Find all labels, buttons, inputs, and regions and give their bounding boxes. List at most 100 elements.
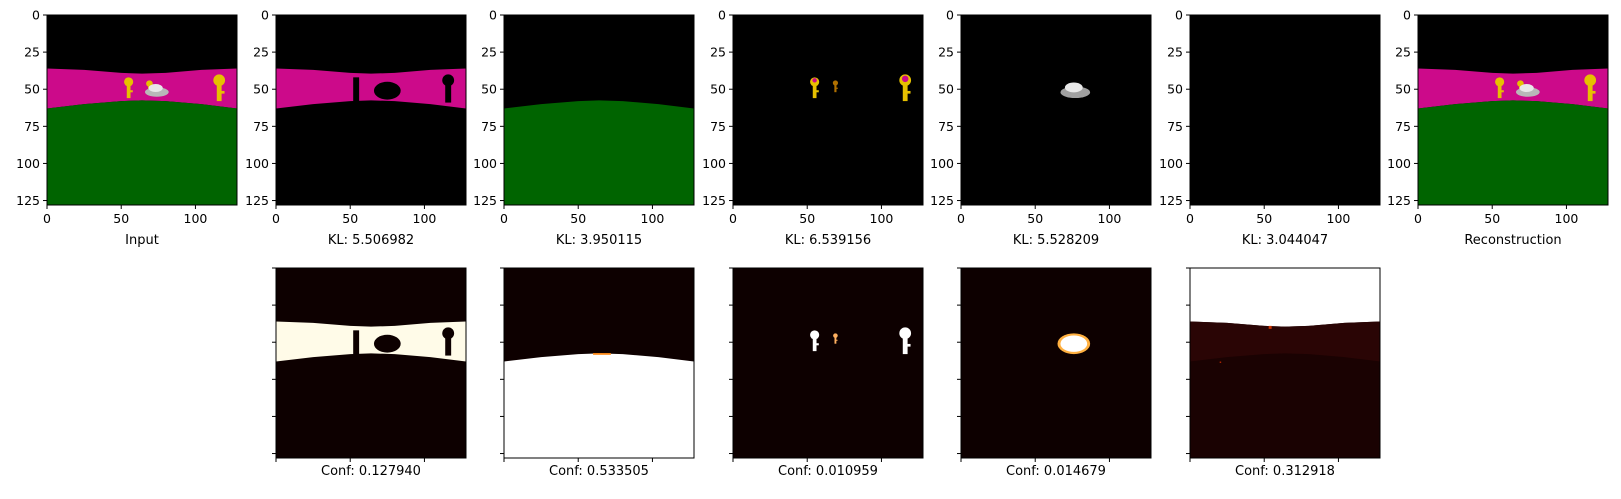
panel-slot4-y-tick-label: 125: [930, 193, 954, 208]
panel-recon-y-tick-label: 100: [1387, 156, 1411, 171]
panel-slot3-y-tick-label: 0: [718, 8, 726, 23]
panel-input-x-tick-label: 100: [184, 211, 208, 226]
wall-band: [47, 68, 237, 109]
panel-slot2-x-tick-label: 50: [570, 211, 586, 226]
panel-recon-y-tick-label: 25: [1395, 45, 1411, 60]
panel-slot2-y-tick-label: 75: [481, 119, 497, 134]
panel-recon-x-tick-label: 100: [1555, 211, 1579, 226]
panel-conf5-caption: Conf: 0.312918: [1235, 464, 1335, 479]
panel-conf5: Conf: 0.312918: [1186, 267, 1381, 479]
panel-recon-y-tick-label: 50: [1395, 82, 1411, 97]
confidence-gap-key-right: [445, 333, 452, 356]
key-left: [1495, 77, 1505, 99]
panel-slot5-y-tick-label: 0: [1175, 8, 1183, 23]
panel-slot4-y-tick-label: 0: [946, 8, 954, 23]
occlusion-key-left: [353, 77, 360, 102]
panel-slot2-y-tick-label: 50: [481, 82, 497, 97]
panel-slot4-x-tick-label: 50: [1027, 211, 1043, 226]
panel-input-caption: Input: [125, 233, 159, 248]
panel-input-frame: [46, 14, 238, 206]
panel-slot5-y-tick-label: 25: [1167, 45, 1183, 60]
panel-slot2-x-tick-label: 100: [641, 211, 665, 226]
panel-slot3-frame: [732, 14, 924, 206]
car-object: [1515, 84, 1540, 97]
panel-input-y-tick-label: 25: [24, 45, 40, 60]
panel-slot4-y-tick-label: 75: [938, 119, 954, 134]
confidence-car: [1060, 335, 1088, 352]
floor-region: [1418, 100, 1608, 205]
panel-slot2-y-tick-label: 100: [473, 156, 497, 171]
panel-conf3-frame: [732, 267, 924, 459]
car-object: [144, 84, 169, 97]
confidence-gap-key: [353, 330, 360, 355]
panel-slot3-x-tick-label: 0: [729, 211, 737, 226]
panel-conf1-frame: [275, 267, 467, 459]
panel-slot1-y-tick-label: 25: [253, 45, 269, 60]
panel-slot4-caption: KL: 5.528209: [1013, 233, 1099, 248]
panel-slot4-y-tick-label: 50: [938, 82, 954, 97]
confidence-wall-dim: [1190, 321, 1380, 362]
panel-slot1-caption: KL: 5.506982: [328, 233, 414, 248]
panel-input-x-tick-label: 50: [113, 211, 129, 226]
panel-slot1-frame: [275, 14, 467, 206]
panel-recon-x-tick-label: 0: [1414, 211, 1422, 226]
confidence-spot: [1268, 325, 1272, 329]
confidence-key-left: [810, 330, 820, 352]
panel-recon-y-tick-label: 0: [1403, 8, 1411, 23]
panel-slot1-x-tick-label: 100: [413, 211, 437, 226]
panel-recon-x-tick-label: 50: [1484, 211, 1500, 226]
car-object: [1060, 82, 1091, 99]
panel-conf5-frame: [1189, 267, 1381, 459]
panel-conf1: Conf: 0.127940: [272, 267, 467, 479]
panel-slot3-y-tick-label: 25: [710, 45, 726, 60]
floor-region: [504, 100, 694, 205]
panel-slot5-x-tick-label: 50: [1256, 211, 1272, 226]
panel-input-y-tick-label: 75: [24, 119, 40, 134]
panel-slot5-caption: KL: 3.044047: [1242, 233, 1328, 248]
key-right-tint: [901, 75, 909, 83]
panel-conf4: Conf: 0.014679: [957, 267, 1152, 479]
key-right: [213, 74, 226, 102]
panel-input-y-tick-label: 125: [16, 193, 40, 208]
panel-conf2-frame: [503, 267, 695, 459]
panel-slot1-y-tick-label: 125: [245, 193, 269, 208]
panel-slot5-y-tick-label: 75: [1167, 119, 1183, 134]
panel-slot5-frame: [1189, 14, 1381, 206]
panel-slot4-x-tick-label: 100: [1098, 211, 1122, 226]
key-left-tint: [812, 78, 817, 83]
panel-slot3-y-tick-label: 50: [710, 82, 726, 97]
panel-slot3-caption: KL: 6.539156: [785, 233, 871, 248]
floor-region: [47, 100, 237, 205]
key-left: [124, 77, 134, 99]
panel-slot5-x-tick-label: 100: [1327, 211, 1351, 226]
panel-conf2-caption: Conf: 0.533505: [549, 464, 649, 479]
wall-band: [276, 68, 466, 109]
panel-conf4-caption: Conf: 0.014679: [1006, 464, 1106, 479]
panel-input-x-tick-label: 0: [43, 211, 51, 226]
panel-slot2-y-tick-label: 125: [473, 193, 497, 208]
confidence-ceiling: [1190, 268, 1380, 327]
panel-slot5-x-tick-label: 0: [1186, 211, 1194, 226]
panel-slot1-y-tick-label: 75: [253, 119, 269, 134]
panel-slot1-y-tick-label: 50: [253, 82, 269, 97]
panel-slot2-frame: [503, 14, 695, 206]
panel-conf2: Conf: 0.533505: [500, 267, 695, 479]
panel-slot3-x-tick-label: 100: [870, 211, 894, 226]
panel-slot4-y-tick-label: 100: [930, 156, 954, 171]
wall-band: [1418, 68, 1608, 109]
panel-recon-caption: Reconstruction: [1464, 233, 1561, 248]
panel-recon-frame: [1417, 14, 1609, 206]
occlusion-key-right: [445, 80, 452, 103]
confidence-key-small: [833, 333, 838, 344]
confidence-spot: [1219, 361, 1222, 363]
panel-input-y-tick-label: 0: [32, 8, 40, 23]
panel-slot3-y-tick-label: 100: [702, 156, 726, 171]
panel-slot1-y-tick-label: 100: [245, 156, 269, 171]
panel-slot4-frame: [960, 14, 1152, 206]
